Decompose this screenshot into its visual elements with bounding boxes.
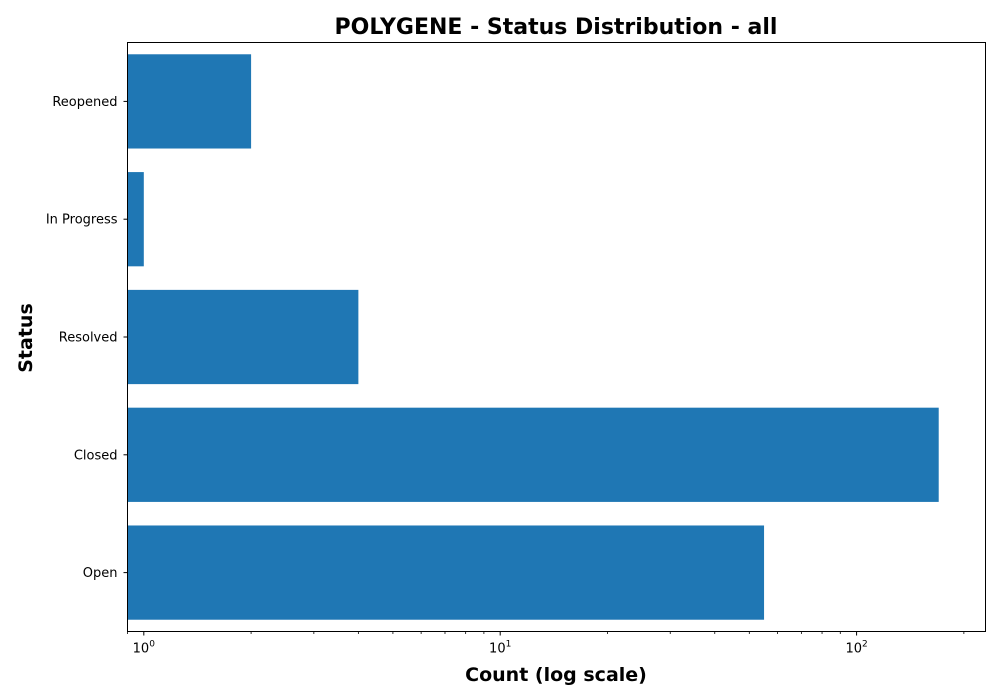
bar-closed (127, 407, 939, 502)
chart-title: POLYGENE - Status Distribution - all (335, 15, 778, 40)
y-tick-label-resolved: Resolved (59, 331, 118, 346)
y-tick-label-in-progress: In Progress (46, 213, 118, 228)
plot-frame (127, 42, 986, 632)
x-axis-label: Count (log scale) (465, 664, 647, 686)
bar-in-progress (127, 172, 144, 267)
x-tick-label-0: 100 (133, 640, 156, 657)
bar-resolved (127, 289, 359, 385)
x-tick-label-2: 102 (845, 640, 867, 657)
bar-open (127, 525, 765, 620)
y-ticks-group: Open Closed Resolved In Progress Reopened (46, 95, 128, 581)
y-tick-label-reopened: Reopened (52, 95, 117, 110)
y-axis-label: Status (15, 303, 37, 373)
y-tick-label-open: Open (83, 566, 118, 581)
y-tick-label-closed: Closed (74, 448, 118, 463)
x-tick-label-1: 101 (489, 640, 511, 657)
bar-reopened (127, 54, 252, 149)
bars-group (127, 54, 939, 620)
